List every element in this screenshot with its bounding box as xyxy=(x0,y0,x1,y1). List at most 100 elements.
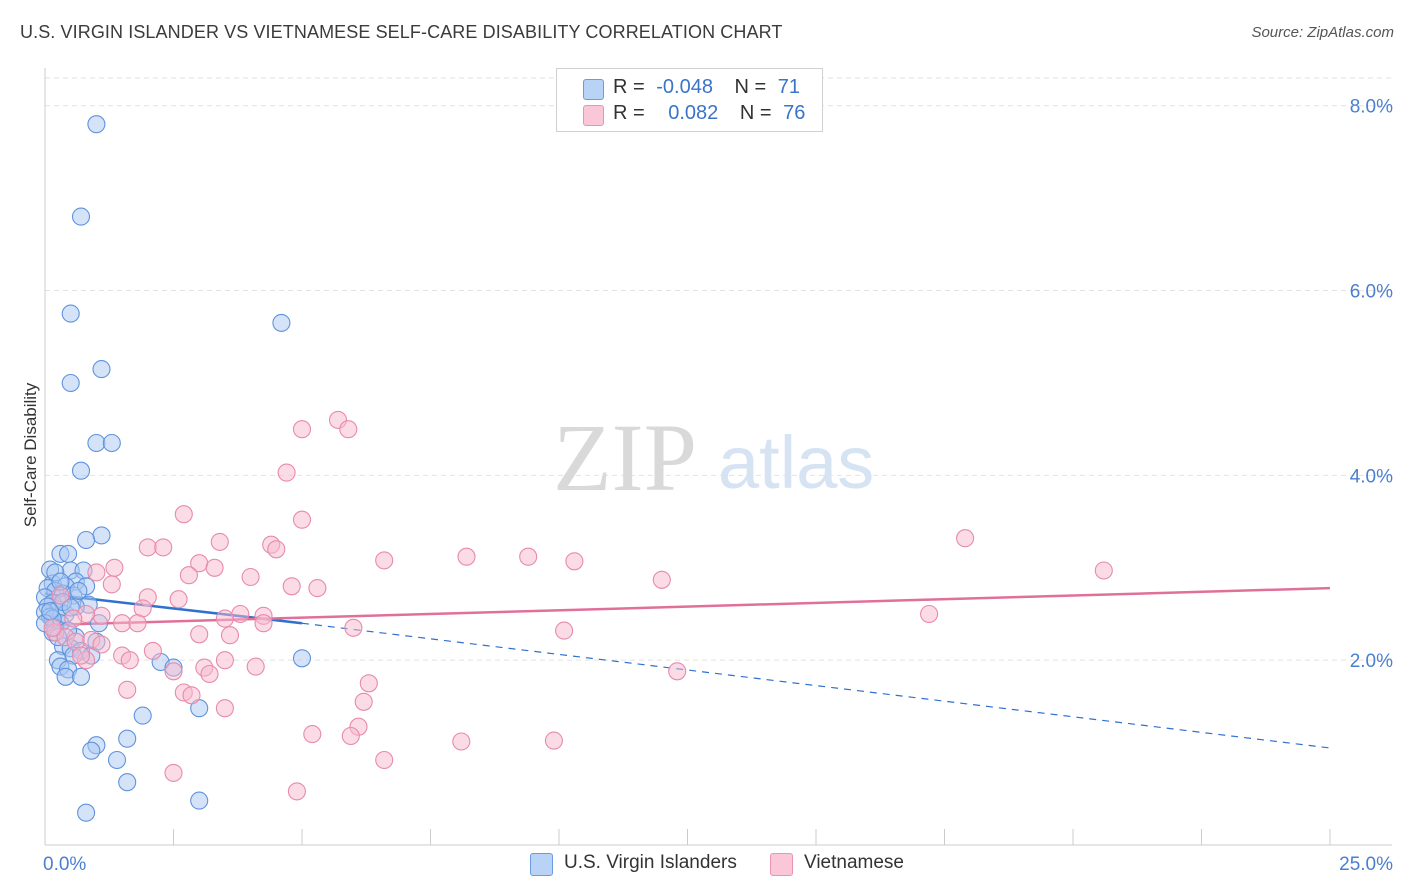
blue-point-5 xyxy=(61,373,80,393)
pink-point-21 xyxy=(179,566,198,585)
pink-point-54 xyxy=(164,662,183,681)
blue-point-9 xyxy=(92,526,111,545)
blue-point-68 xyxy=(69,581,88,600)
stats-swatch-pink xyxy=(583,105,604,126)
pink-point-39 xyxy=(555,621,574,640)
pink-point-14 xyxy=(375,551,394,570)
stats-swatch-blue xyxy=(583,79,604,100)
pink-point-19 xyxy=(87,563,106,582)
pink-point-58 xyxy=(118,680,137,699)
pink-point-33 xyxy=(215,609,234,628)
pink-point-3 xyxy=(277,463,296,482)
r-label: R = xyxy=(613,76,645,98)
pink-point-20 xyxy=(1094,561,1113,580)
pink-point-75 xyxy=(71,646,91,665)
blue-point-55 xyxy=(107,750,127,770)
blue-point-6 xyxy=(87,433,106,453)
x-tick-label-0: 0.0% xyxy=(43,854,86,875)
blue-point-7 xyxy=(102,433,121,453)
pink-point-17 xyxy=(105,558,124,577)
pink-point-51 xyxy=(215,651,234,670)
n-value-blue: 71 xyxy=(777,76,801,98)
pink-point-11 xyxy=(267,540,286,559)
pink-point-72 xyxy=(64,609,83,628)
pink-point-53 xyxy=(246,657,265,676)
blue-point-4 xyxy=(92,360,111,379)
chart-title: U.S. VIRGIN ISLANDER VS VIETNAMESE SELF-… xyxy=(20,22,783,42)
blue-point-69 xyxy=(41,602,60,621)
pink-point-1 xyxy=(292,420,312,439)
blue-point-58 xyxy=(77,803,96,822)
pink-point-36 xyxy=(113,614,132,633)
legend-swatch-blue xyxy=(530,853,553,876)
pink-point-62 xyxy=(215,699,234,718)
tick-labels: 2.0% 4.0% 6.0% 8.0% 0.0% 25.0% xyxy=(43,97,1393,875)
r-value-pink: 0.082 xyxy=(668,102,719,124)
legend-label-virgin-islanders: U.S. Virgin Islanders xyxy=(564,852,737,873)
watermark-zip: ZIP xyxy=(553,404,697,511)
pink-point-60 xyxy=(182,686,201,705)
source-credit: Source: ZipAtlas.com xyxy=(1251,24,1394,41)
r-value-blue: -0.048 xyxy=(656,76,713,98)
blue-point-57 xyxy=(190,791,209,810)
pink-point-38 xyxy=(344,618,363,637)
blue-point-49 xyxy=(71,667,91,686)
pink-point-30 xyxy=(92,606,111,625)
blue-point-8 xyxy=(71,461,91,480)
x-tick-label-1: 25.0% xyxy=(1339,854,1393,875)
blue-point-56 xyxy=(118,773,137,792)
watermark: ZIP atlas xyxy=(553,404,874,511)
pink-point-68 xyxy=(375,750,394,770)
pink-point-2 xyxy=(339,420,358,439)
pink-point-18 xyxy=(205,558,224,577)
legend-swatch-pink xyxy=(770,853,793,876)
pink-point-15 xyxy=(565,552,584,571)
correlation-stats-box: R = -0.048 N = 71 R = 0.082 N = 76 xyxy=(556,68,823,132)
pink-point-26 xyxy=(308,579,327,598)
pink-point-6 xyxy=(956,529,975,548)
y-tick-label-3: 8.0% xyxy=(1350,97,1393,118)
blue-point-12 xyxy=(59,544,78,563)
pink-point-13 xyxy=(457,547,476,566)
pink-point-23 xyxy=(652,570,671,589)
pink-point-61 xyxy=(354,692,373,711)
y-tick-label-1: 4.0% xyxy=(1350,466,1393,487)
pink-point-31 xyxy=(231,604,250,624)
pink-point-10 xyxy=(154,538,173,557)
pink-point-50 xyxy=(120,651,139,670)
data-points xyxy=(35,115,1113,822)
blue-point-43 xyxy=(292,649,312,668)
blue-point-3 xyxy=(272,313,291,332)
pink-point-34 xyxy=(254,614,273,633)
pink-point-12 xyxy=(519,547,538,566)
pink-point-74 xyxy=(128,614,147,633)
pink-point-56 xyxy=(668,662,687,681)
pink-point-25 xyxy=(282,577,301,596)
pink-point-24 xyxy=(102,575,121,594)
blue-point-2 xyxy=(61,304,80,323)
pink-point-67 xyxy=(544,731,563,750)
pink-point-9 xyxy=(138,538,157,557)
y-axis-label: Self-Care Disability xyxy=(21,382,40,527)
pink-point-69 xyxy=(164,763,183,782)
pink-point-46 xyxy=(92,635,111,654)
pink-point-57 xyxy=(359,674,378,693)
y-tick-label-2: 6.0% xyxy=(1350,282,1393,303)
blue-point-0 xyxy=(87,115,106,134)
watermark-atlas: atlas xyxy=(718,421,874,504)
pink-point-64 xyxy=(303,725,322,744)
blue-point-10 xyxy=(77,530,96,550)
pink-point-40 xyxy=(190,625,209,644)
pink-point-7 xyxy=(210,532,229,551)
pink-point-65 xyxy=(341,726,360,746)
n-value-pink: 76 xyxy=(783,102,806,124)
pink-point-71 xyxy=(51,586,70,605)
blue-point-54 xyxy=(82,741,101,760)
axes xyxy=(44,68,1392,846)
r-label: R = xyxy=(613,102,645,124)
pink-point-66 xyxy=(452,732,471,751)
pink-point-70 xyxy=(287,782,306,801)
pink-point-73 xyxy=(43,618,62,637)
blue-point-51 xyxy=(133,706,152,725)
